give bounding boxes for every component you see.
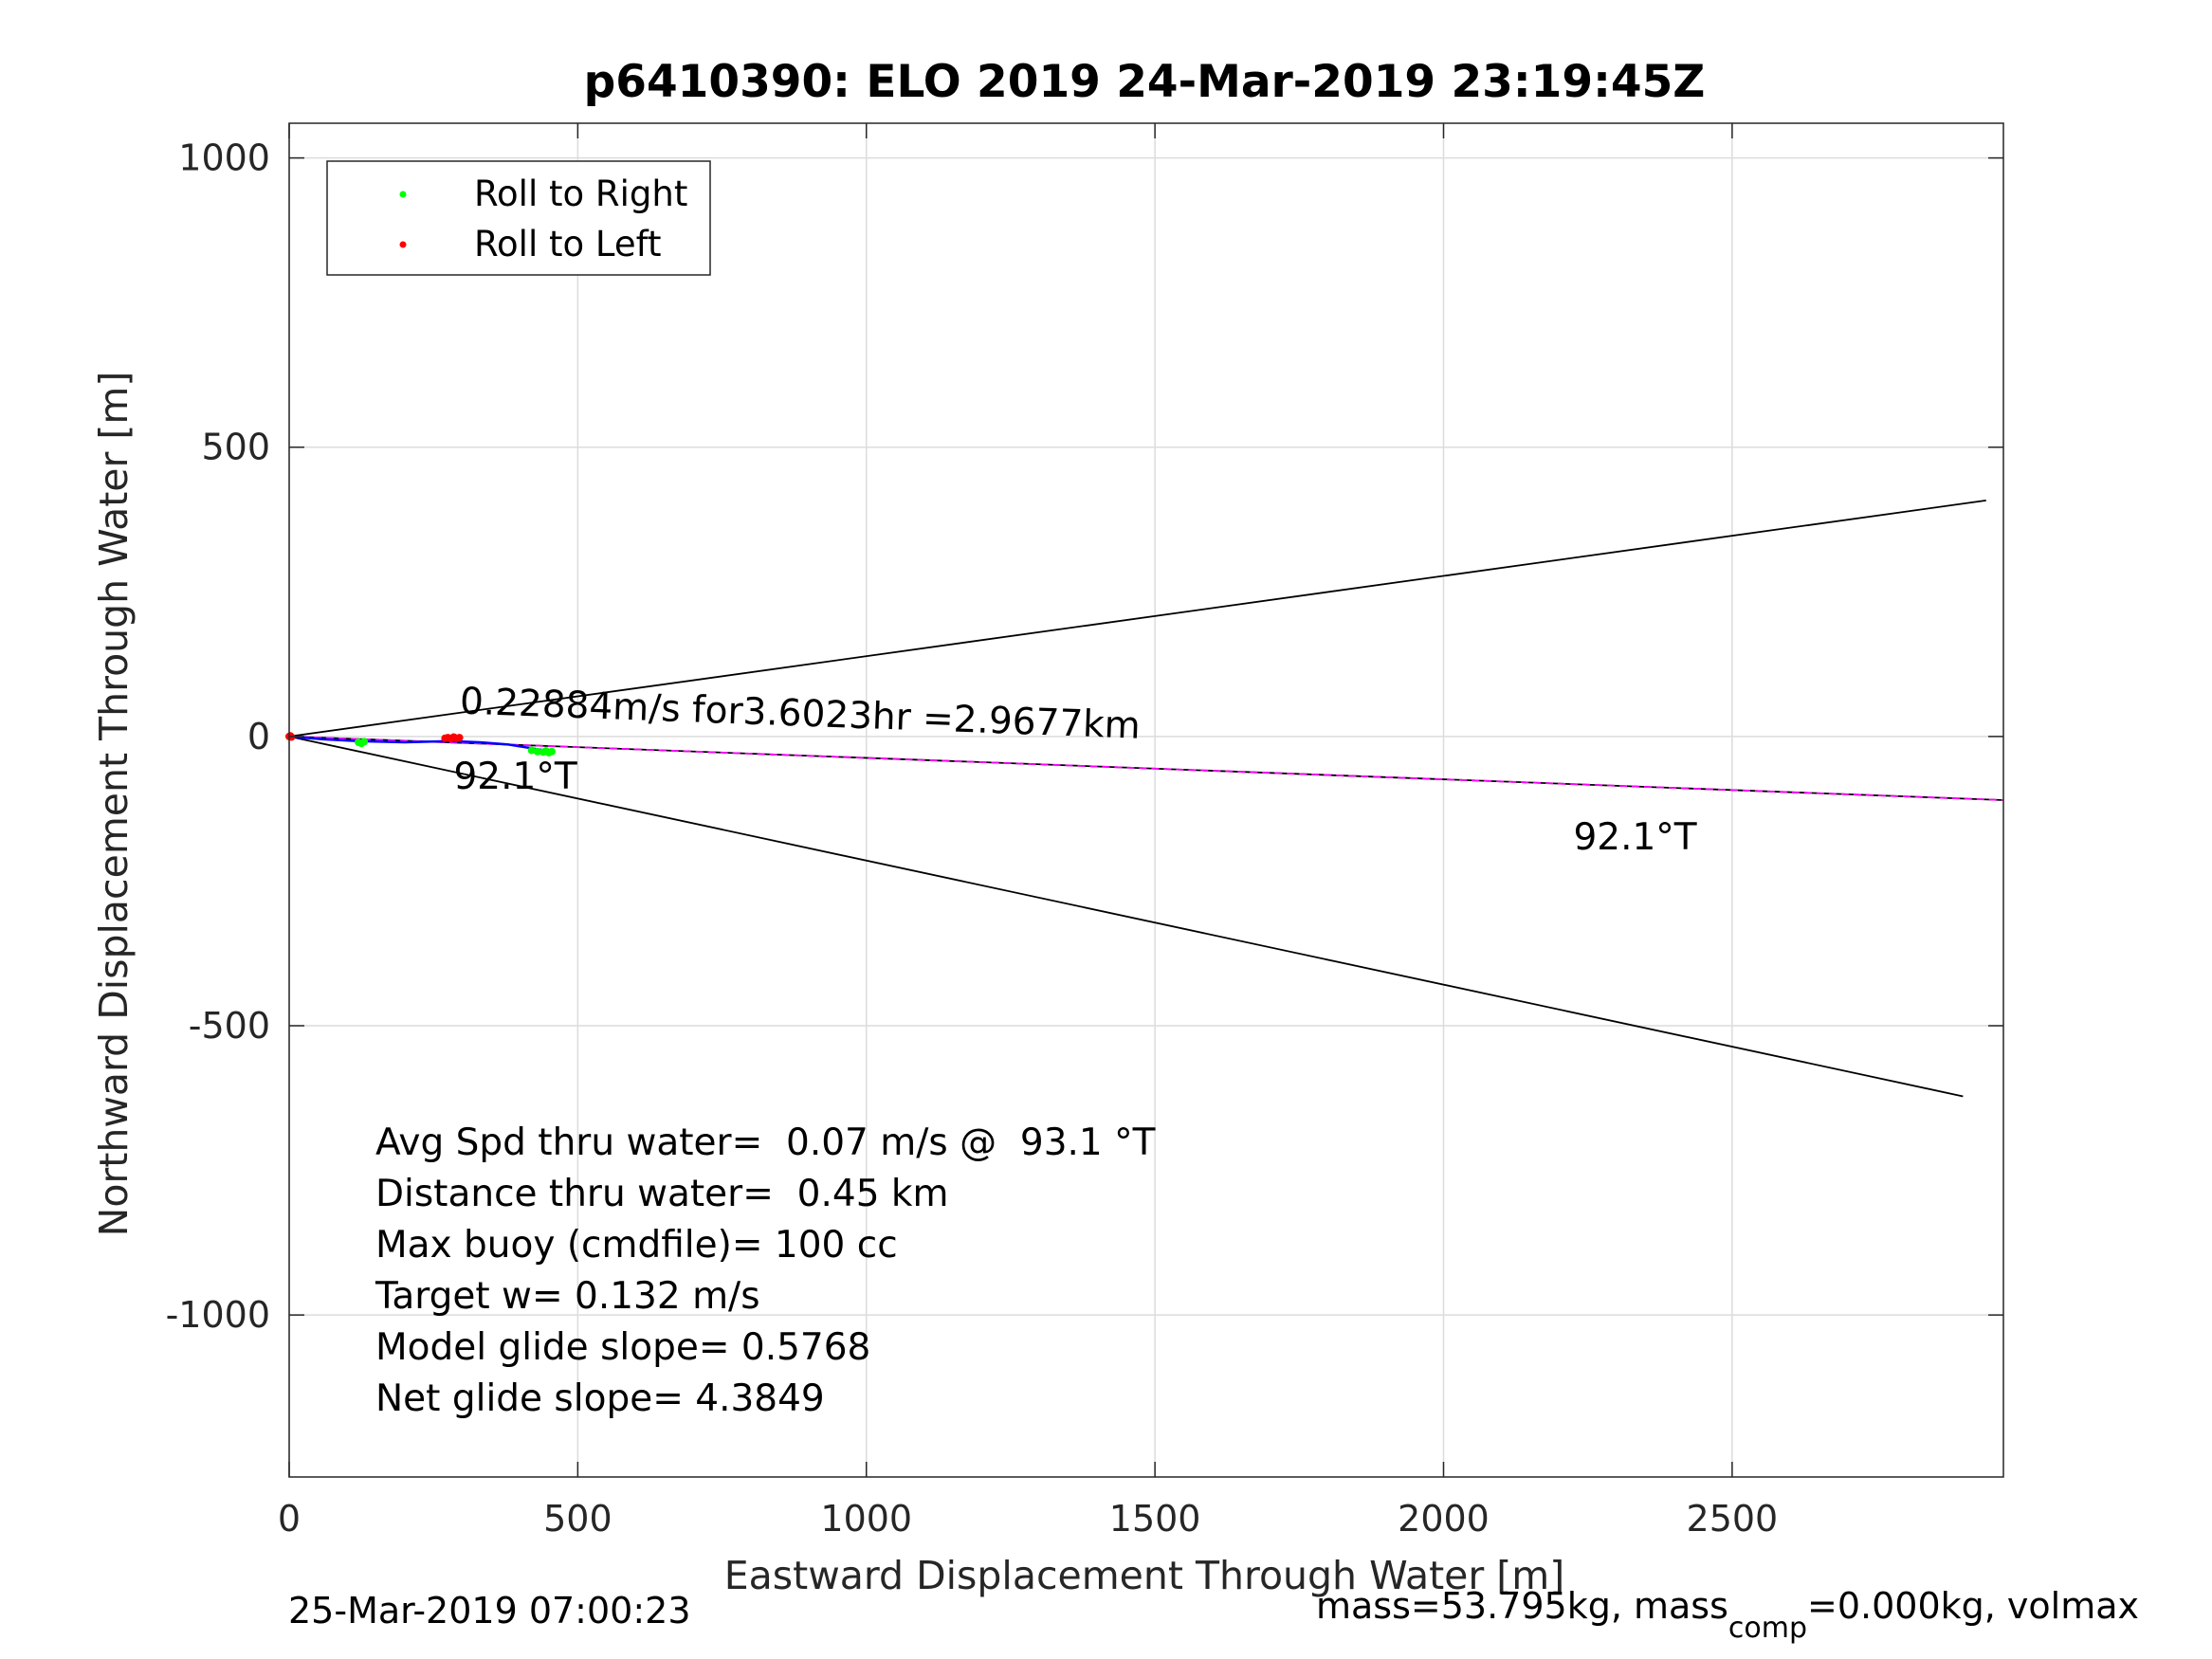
stats-block: Avg Spd thru water= 0.07 m/s @ 93.1 °T D…	[375, 1121, 1156, 1420]
x-tick-label: 2500	[1687, 1498, 1779, 1540]
annotation-2: 92.1°T	[1573, 816, 1696, 859]
x-axis-label: Eastward Displacement Through Water [m]	[724, 1553, 1564, 1598]
tick-labels: 0 500 1000 1500 2000 2500 -1000 -500 0 500 1000	[166, 137, 1779, 1540]
stat-model-glide-slope: Model glide slope= 0.5768	[375, 1326, 870, 1369]
footer-timestamp: 25-Mar-2019 07:00:23	[288, 1590, 691, 1632]
stat-max-buoy: Max buoy (cmdfile)= 100 cc	[375, 1224, 898, 1267]
axes-box	[288, 122, 2004, 1478]
y-axis-label: Northward Displacement Through Water [m]	[91, 372, 137, 1237]
x-tick-label: 500	[543, 1498, 612, 1540]
heading-line-line-3	[288, 735, 2004, 801]
point-roll-to-right	[360, 738, 369, 746]
y-tick-label: -1000	[166, 1294, 270, 1336]
x-tick-label: 2000	[1398, 1498, 1490, 1540]
upper-bound-line-0	[288, 499, 1986, 738]
x-tick-label: 0	[278, 1498, 301, 1540]
legend-label-roll-right: Roll to Right	[474, 173, 687, 214]
axes-background	[289, 123, 2003, 1477]
x-tick-label: 1500	[1109, 1498, 1201, 1540]
ticks	[288, 123, 2003, 1477]
footer-mass: mass=53.795kg, masscomp=0.000kg, volmax	[1316, 1585, 2139, 1645]
stat-distance: Distance thru water= 0.45 km	[375, 1173, 948, 1215]
grid	[288, 123, 2003, 1477]
x-tick-label: 1000	[820, 1498, 912, 1540]
legend-marker-roll-left	[399, 241, 407, 248]
footer-mass-sub: comp	[1728, 1612, 1807, 1645]
footer-mass-post: =0.000kg, volmax	[1807, 1585, 2139, 1627]
y-tick-label: 500	[201, 427, 270, 468]
stat-net-glide-slope: Net glide slope= 4.3849	[375, 1377, 825, 1420]
annotation-1: 92.1°T	[453, 756, 576, 798]
point-roll-to-right	[547, 747, 556, 756]
point-roll-to-right	[533, 747, 541, 756]
stat-target-w: Target w= 0.132 m/s	[375, 1275, 760, 1318]
stat-avg-speed: Avg Spd thru water= 0.07 m/s @ 93.1 °T	[375, 1121, 1156, 1164]
chart-title: p6410390: ELO 2019 24-Mar-2019 23:19:45Z	[584, 56, 1706, 108]
footer-mass-pre: mass=53.795kg, mass	[1316, 1585, 1728, 1627]
legend-box	[326, 160, 711, 276]
legend: Roll to Right Roll to Left	[326, 160, 711, 276]
legend-label-roll-left: Roll to Left	[474, 224, 662, 264]
series	[285, 732, 556, 757]
lower-bound-line-1	[288, 735, 1964, 1098]
legend-marker-roll-right	[399, 191, 407, 198]
y-tick-label: 1000	[178, 137, 270, 179]
y-tick-label: 0	[247, 716, 270, 757]
point-roll-to-left	[455, 734, 464, 742]
y-tick-label: -500	[189, 1005, 270, 1047]
point-roll-to-right	[527, 746, 536, 755]
